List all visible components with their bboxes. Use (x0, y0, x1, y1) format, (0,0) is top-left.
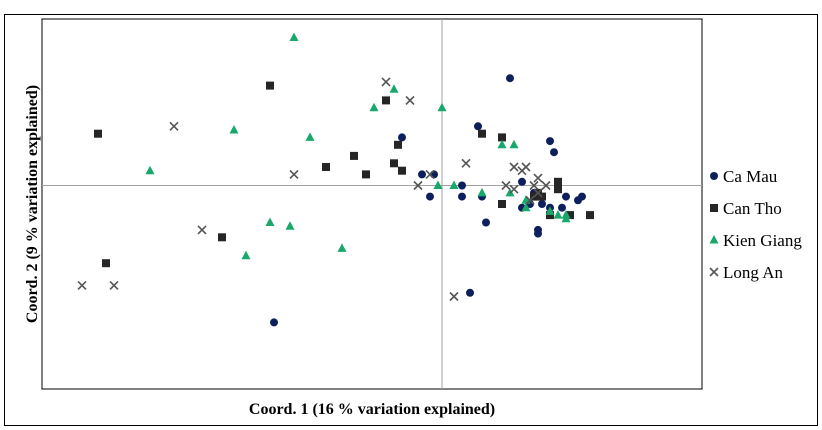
point-kien-giang (477, 187, 487, 197)
legend-label-kien-giang: Kien Giang (723, 231, 802, 250)
point-long-an (509, 162, 519, 172)
point-kien-giang (285, 221, 295, 230)
point-can-tho (498, 133, 506, 142)
point-can-tho (586, 211, 594, 220)
point-long-an (197, 225, 207, 235)
point-kien-giang (437, 102, 447, 112)
point-ca-mau (474, 122, 482, 131)
point-long-an (509, 184, 519, 194)
legend-marker-ca-mau (710, 172, 718, 180)
point-can-tho (398, 166, 406, 175)
point-kien-giang (433, 180, 443, 189)
point-ca-mau (518, 177, 526, 186)
point-can-tho (266, 81, 274, 90)
point-ca-mau (430, 170, 438, 179)
legend-marker-kien-giang (709, 235, 719, 244)
point-can-tho (362, 170, 370, 179)
point-long-an (109, 280, 119, 290)
point-ca-mau (270, 318, 278, 327)
point-ca-mau (482, 218, 490, 227)
y-axis-title: Coord. 2 (9 % variation explained) (24, 85, 41, 323)
point-long-an (517, 166, 527, 176)
point-ca-mau (418, 170, 426, 179)
point-kien-giang (241, 250, 251, 260)
point-kien-giang (369, 102, 379, 112)
point-ca-mau (550, 148, 558, 157)
point-long-an (77, 280, 87, 290)
point-kien-giang (497, 139, 507, 149)
point-long-an (413, 180, 423, 191)
legend-marker-can-tho (710, 204, 718, 212)
point-long-an (289, 169, 299, 179)
point-can-tho (478, 129, 486, 138)
point-ca-mau (538, 200, 546, 208)
chart-frame (4, 14, 818, 426)
legend-label-ca-mau: Ca Mau (723, 167, 778, 186)
point-long-an (533, 188, 543, 198)
point-ca-mau (398, 133, 406, 142)
legend: Ca Mau Can Tho Kien Giang Long An (709, 167, 802, 282)
point-can-tho (498, 200, 506, 208)
point-ca-mau (426, 192, 434, 201)
point-can-tho (546, 211, 554, 220)
point-ca-mau (562, 192, 570, 201)
point-ca-mau (546, 137, 554, 146)
point-ca-mau (574, 196, 582, 205)
point-long-an (533, 173, 543, 183)
point-kien-giang (449, 180, 459, 189)
point-ca-mau (506, 74, 514, 83)
point-can-tho (394, 140, 402, 149)
point-ca-mau (458, 192, 466, 201)
point-long-an (541, 180, 551, 191)
point-ca-mau (458, 181, 466, 190)
point-can-tho (350, 151, 358, 160)
point-can-tho (382, 96, 390, 105)
point-kien-giang (553, 210, 563, 219)
point-can-tho (566, 211, 574, 220)
point-can-tho (94, 129, 102, 138)
data-points (77, 32, 594, 327)
point-long-an (381, 77, 391, 87)
point-kien-giang (521, 202, 531, 212)
point-can-tho (554, 177, 562, 186)
point-ca-mau (558, 203, 566, 212)
point-can-tho (322, 163, 330, 171)
point-long-an (425, 169, 435, 179)
point-kien-giang (289, 32, 299, 41)
plot-area (41, 18, 703, 390)
point-kien-giang (229, 125, 239, 134)
point-kien-giang (145, 165, 155, 175)
point-long-an (449, 291, 459, 302)
point-ca-mau (466, 288, 474, 297)
point-kien-giang (509, 139, 519, 149)
point-kien-giang (545, 206, 555, 215)
point-kien-giang (337, 243, 347, 252)
point-can-tho (554, 185, 562, 194)
point-kien-giang (305, 132, 315, 141)
x-axis-title: Coord. 1 (16 % variation explained) (249, 401, 495, 418)
legend-label-can-tho: Can Tho (723, 199, 782, 218)
point-long-an (169, 121, 179, 131)
legend-marker-long-an (709, 267, 719, 277)
point-can-tho (102, 259, 110, 268)
point-long-an (405, 95, 415, 105)
point-kien-giang (265, 217, 275, 226)
point-ca-mau (534, 229, 542, 238)
legend-label-long-an: Long An (723, 263, 783, 282)
point-can-tho (218, 233, 226, 242)
point-long-an (525, 195, 535, 205)
point-long-an (501, 180, 511, 191)
point-kien-giang (389, 84, 399, 93)
point-long-an (461, 158, 471, 168)
point-can-tho (390, 159, 398, 168)
point-kien-giang (561, 213, 571, 223)
point-long-an (529, 180, 539, 191)
